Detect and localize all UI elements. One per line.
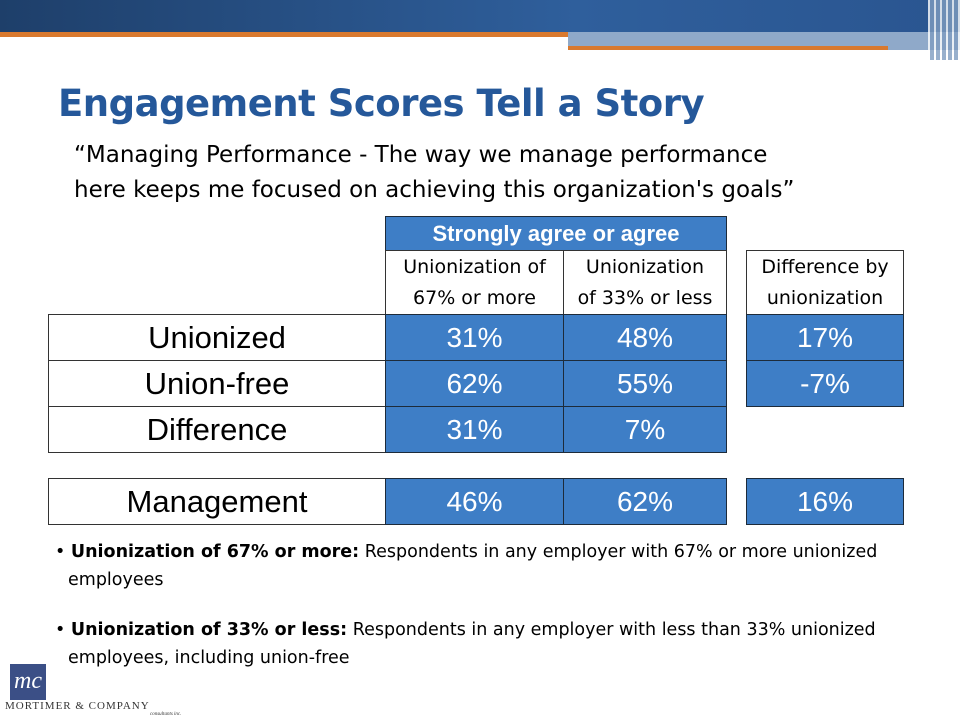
row-label: Union-free — [48, 360, 386, 407]
difference-cell: 16% — [746, 478, 904, 525]
difference-cell: 17% — [746, 314, 904, 361]
header-line: Unionization of — [403, 255, 546, 278]
header-line: Unionization — [585, 255, 705, 278]
row-label: Management — [48, 478, 386, 525]
logo-mark: mc — [10, 664, 46, 700]
title: Engagement Scores Tell a Story — [58, 82, 705, 125]
value-cell: 7% — [563, 406, 727, 453]
header-line: of 33% or less — [577, 286, 713, 309]
column-header: Unionization of 67% or more — [385, 250, 564, 315]
note: • Unionization of 33% or less: Responden… — [55, 620, 876, 668]
accent-line-2 — [568, 46, 888, 50]
group-header: Strongly agree or agree — [385, 216, 727, 251]
quote: “Managing Performance - The way we manag… — [74, 138, 794, 208]
note-term: Unionization of 67% or more: — [70, 542, 360, 562]
header-line: 67% or more — [413, 286, 536, 309]
difference-header: Difference by unionization — [746, 250, 904, 315]
row-label: Difference — [48, 406, 386, 453]
value-cell: 31% — [385, 314, 564, 361]
value-cell: 31% — [385, 406, 564, 453]
header-line: unionization — [766, 286, 884, 309]
value-cell: 48% — [563, 314, 727, 361]
logo-name: MORTIMER & COMPANY — [5, 700, 150, 712]
note-term: Unionization of 33% or less: — [70, 620, 348, 640]
row-label: Unionized — [48, 314, 386, 361]
header-line: Difference by — [761, 255, 889, 278]
note: • Unionization of 67% or more: Responden… — [55, 542, 878, 590]
value-cell: 62% — [385, 360, 564, 407]
top-bar — [0, 0, 960, 32]
logo-tagline: consultants inc. — [150, 712, 182, 717]
accent-band — [568, 32, 960, 50]
quote-line: here keeps me focused on achieving this … — [74, 177, 795, 203]
quote-line: “Managing Performance - The way we manag… — [74, 142, 768, 168]
value-cell: 55% — [563, 360, 727, 407]
note-text: Respondents in any employer with less th… — [68, 620, 876, 668]
value-cell: 46% — [385, 478, 564, 525]
note-text: Respondents in any employer with 67% or … — [68, 542, 878, 590]
value-cell: 62% — [563, 478, 727, 525]
stripes — [928, 0, 960, 60]
difference-cell: -7% — [746, 360, 904, 407]
accent-line — [0, 32, 570, 37]
column-header: Unionization of 33% or less — [563, 250, 727, 315]
